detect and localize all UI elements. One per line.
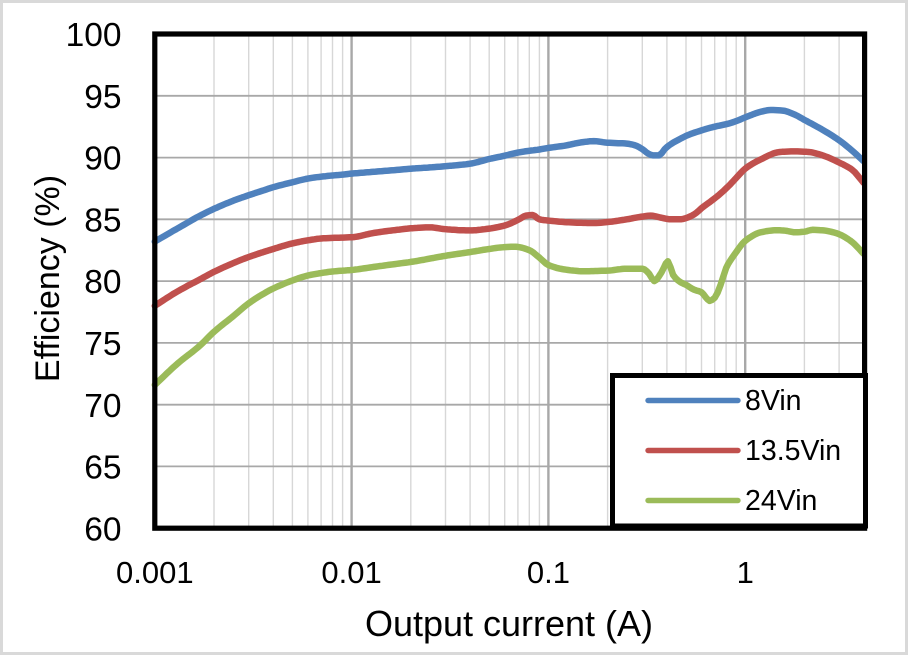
svg-text:Efficiency (%): Efficiency (%) (29, 175, 67, 382)
svg-text:75: 75 (84, 326, 121, 363)
svg-text:85: 85 (84, 202, 121, 239)
svg-text:80: 80 (84, 264, 121, 301)
svg-text:0.01: 0.01 (321, 555, 381, 590)
svg-text:90: 90 (84, 141, 121, 178)
svg-text:Output current (A): Output current (A) (365, 603, 653, 644)
svg-text:1: 1 (737, 555, 754, 590)
svg-text:100: 100 (66, 17, 122, 54)
svg-text:65: 65 (84, 450, 121, 487)
svg-text:70: 70 (84, 388, 121, 425)
svg-text:60: 60 (84, 511, 121, 548)
svg-text:0.001: 0.001 (116, 555, 194, 590)
svg-text:0.1: 0.1 (527, 555, 570, 590)
svg-text:24Vin: 24Vin (745, 485, 817, 517)
svg-text:8Vin: 8Vin (745, 385, 802, 417)
svg-text:95: 95 (84, 79, 121, 116)
svg-text:13.5Vin: 13.5Vin (745, 435, 841, 467)
